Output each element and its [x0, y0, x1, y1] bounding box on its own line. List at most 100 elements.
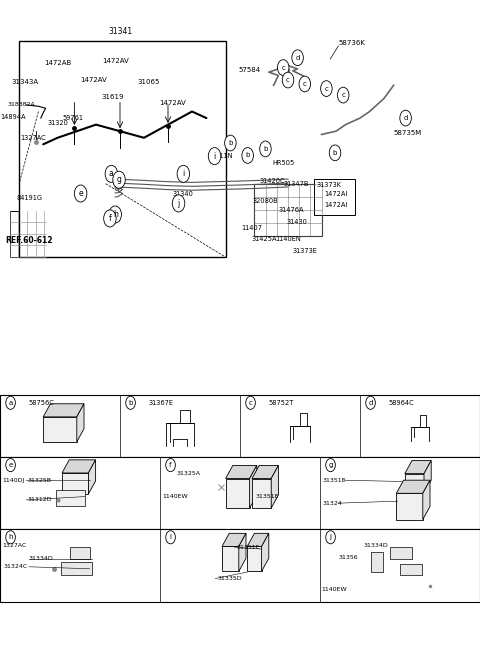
Polygon shape: [250, 465, 257, 508]
Text: 31351E: 31351E: [256, 494, 279, 499]
Text: g: g: [328, 462, 333, 468]
Text: REF.60-612: REF.60-612: [5, 236, 52, 245]
Bar: [62, 473, 88, 494]
Polygon shape: [252, 465, 278, 478]
Bar: [0, 529, 480, 602]
Text: 1472AV: 1472AV: [102, 58, 129, 64]
Text: 31340: 31340: [173, 190, 193, 197]
Text: 1472AV: 1472AV: [80, 77, 107, 83]
Text: b: b: [128, 400, 133, 406]
Text: 31347B: 31347B: [283, 180, 309, 187]
Polygon shape: [239, 533, 246, 571]
Text: 31065: 31065: [138, 79, 160, 85]
Text: 318882A: 318882A: [7, 102, 35, 108]
Circle shape: [172, 195, 185, 212]
Text: f: f: [169, 462, 172, 468]
Text: 31324: 31324: [323, 501, 342, 506]
Text: b: b: [263, 146, 268, 152]
Text: c: c: [324, 85, 328, 92]
Text: f: f: [108, 214, 111, 223]
Text: 31334D: 31334D: [29, 556, 54, 562]
Text: 58735M: 58735M: [394, 129, 422, 136]
Polygon shape: [226, 465, 257, 478]
Circle shape: [74, 185, 87, 202]
Text: j: j: [178, 199, 180, 208]
Circle shape: [166, 531, 175, 544]
Polygon shape: [405, 461, 431, 474]
Circle shape: [6, 396, 15, 409]
Bar: [10, 211, 46, 257]
Bar: [314, 179, 355, 215]
Polygon shape: [423, 480, 430, 520]
Circle shape: [326, 459, 336, 472]
Circle shape: [109, 206, 121, 223]
Polygon shape: [424, 461, 431, 493]
Text: 58964C: 58964C: [389, 400, 415, 406]
Bar: [0, 395, 480, 457]
Circle shape: [6, 459, 15, 472]
Text: HR505: HR505: [273, 159, 295, 166]
Bar: [405, 474, 424, 493]
Polygon shape: [43, 403, 84, 417]
Text: 1140DJ: 1140DJ: [2, 478, 25, 483]
Text: c: c: [286, 77, 290, 83]
Bar: [254, 184, 322, 236]
Circle shape: [292, 50, 303, 66]
Bar: [43, 417, 77, 442]
Circle shape: [113, 171, 125, 188]
Circle shape: [337, 87, 349, 103]
Text: 31341: 31341: [108, 27, 132, 36]
Text: 11407: 11407: [241, 225, 263, 232]
Text: 31325A: 31325A: [177, 471, 201, 476]
Text: 31430: 31430: [287, 218, 308, 225]
Circle shape: [208, 148, 221, 165]
Polygon shape: [222, 533, 246, 546]
Text: j: j: [330, 534, 332, 541]
Text: 1140EW: 1140EW: [162, 494, 188, 499]
Text: 31351E: 31351E: [323, 478, 346, 483]
Text: 31420C: 31420C: [259, 178, 285, 184]
Text: i: i: [214, 152, 216, 161]
Text: 31343A: 31343A: [12, 79, 39, 85]
Bar: [226, 478, 250, 508]
Text: g: g: [117, 175, 121, 184]
Text: c: c: [303, 81, 307, 87]
Bar: [400, 564, 421, 575]
Polygon shape: [262, 533, 269, 571]
Polygon shape: [77, 403, 84, 442]
Circle shape: [242, 148, 253, 163]
Text: 1472AV: 1472AV: [159, 100, 186, 106]
Text: 1472AB: 1472AB: [44, 60, 71, 66]
Circle shape: [104, 210, 116, 227]
Text: h: h: [8, 534, 13, 541]
Text: 31373E: 31373E: [293, 248, 318, 255]
Text: 59761: 59761: [62, 115, 84, 121]
Text: c: c: [249, 400, 252, 406]
Text: 31356: 31356: [338, 555, 358, 560]
Circle shape: [166, 459, 175, 472]
Polygon shape: [271, 465, 278, 508]
Bar: [371, 552, 383, 572]
Circle shape: [260, 141, 271, 157]
Text: h: h: [113, 210, 118, 219]
Circle shape: [299, 76, 311, 92]
Text: 31325B: 31325B: [28, 478, 52, 483]
Text: a: a: [9, 400, 12, 406]
Bar: [222, 546, 239, 571]
Circle shape: [321, 81, 332, 96]
Text: d: d: [368, 400, 373, 406]
Circle shape: [177, 165, 190, 182]
Text: 31367E: 31367E: [149, 400, 174, 406]
Text: c: c: [281, 64, 285, 71]
Text: 31324C: 31324C: [4, 564, 28, 569]
Bar: [56, 490, 85, 506]
Bar: [247, 546, 262, 571]
Text: 31334D: 31334D: [363, 543, 388, 548]
Text: 31476A: 31476A: [278, 207, 304, 213]
Circle shape: [400, 110, 411, 126]
Text: d: d: [403, 115, 408, 121]
Text: e: e: [9, 462, 12, 468]
Polygon shape: [62, 460, 96, 473]
Circle shape: [329, 145, 341, 161]
Text: d: d: [295, 54, 300, 61]
